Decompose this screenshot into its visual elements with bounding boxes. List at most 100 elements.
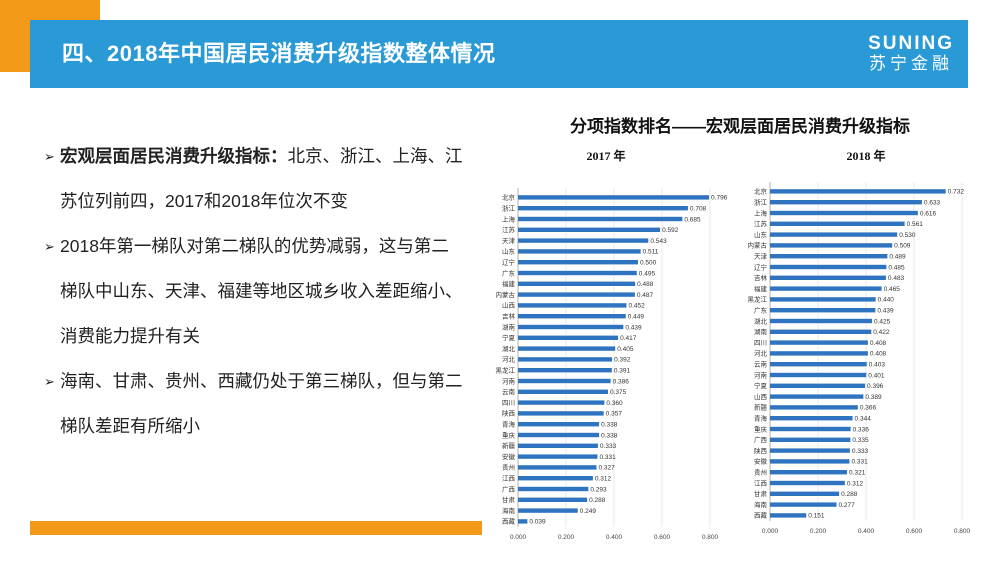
bar <box>518 486 589 492</box>
bar <box>518 454 598 459</box>
data-label: 0.487 <box>637 292 654 299</box>
bar <box>770 372 867 378</box>
category-label: 青海 <box>754 414 768 423</box>
category-label: 宁夏 <box>754 381 768 390</box>
bar <box>518 378 611 384</box>
category-label: 新疆 <box>754 403 768 412</box>
data-label: 0.249 <box>580 508 597 515</box>
bar <box>518 357 613 362</box>
bar <box>770 491 840 496</box>
bar <box>770 405 858 410</box>
data-label: 0.685 <box>684 216 701 223</box>
category-label: 江西 <box>754 479 768 487</box>
data-label: 0.396 <box>867 383 884 390</box>
data-label: 0.331 <box>851 459 868 466</box>
bar <box>518 465 597 470</box>
category-label: 上海 <box>754 208 768 217</box>
bar <box>770 286 882 291</box>
category-label: 四川 <box>754 339 767 347</box>
tick-label: 0.800 <box>702 534 719 541</box>
tick-label: 0.600 <box>906 528 923 535</box>
data-label: 0.511 <box>643 249 659 256</box>
bar <box>518 389 608 394</box>
category-label: 浙江 <box>754 198 768 207</box>
data-label: 0.422 <box>873 329 890 336</box>
chart-area: 2017 年 0.000 0.200 0.400 0.600 0.800 北京 0.796 浙江… <box>486 142 996 552</box>
category-label: 天津 <box>754 253 768 261</box>
bar <box>518 292 635 297</box>
bar <box>770 448 850 453</box>
bar <box>518 303 627 308</box>
category-label: 山西 <box>754 392 768 401</box>
bar <box>770 470 848 475</box>
data-label: 0.796 <box>711 195 728 202</box>
bar <box>770 243 893 248</box>
data-label: 0.321 <box>849 470 866 477</box>
data-label: 0.403 <box>869 362 886 369</box>
category-label: 吉林 <box>754 273 768 282</box>
data-label: 0.452 <box>628 303 645 310</box>
bar <box>770 426 851 432</box>
bar <box>770 351 868 356</box>
tick-label: 0.600 <box>654 534 671 541</box>
category-label: 甘肃 <box>502 495 516 504</box>
bar <box>518 324 624 330</box>
bar <box>518 249 641 254</box>
tick-label: 0.800 <box>954 528 971 535</box>
category-label: 广西 <box>754 435 768 444</box>
data-label: 0.425 <box>874 318 891 325</box>
bar <box>770 308 876 313</box>
chart-title: 分项指数排名——宏观层面居民消费升级指标 <box>570 117 910 136</box>
data-label: 0.561 <box>907 221 924 228</box>
category-label: 广东 <box>754 306 768 315</box>
bar <box>518 227 661 232</box>
category-label: 天津 <box>502 237 516 245</box>
bar <box>770 416 853 421</box>
bar <box>518 368 612 373</box>
data-label: 0.344 <box>855 416 872 423</box>
arrow-bullet-icon: ➢ <box>44 374 55 389</box>
bar <box>770 340 868 345</box>
bar <box>770 254 888 259</box>
data-label: 0.500 <box>640 260 657 267</box>
bar <box>518 497 588 502</box>
bar <box>770 502 837 507</box>
chart-title-0: 2017 年 <box>586 148 625 163</box>
data-label: 0.288 <box>841 491 858 498</box>
category-label: 广西 <box>502 484 516 493</box>
data-label: 0.732 <box>948 189 965 196</box>
category-label: 吉林 <box>502 312 516 321</box>
bar <box>770 318 872 324</box>
category-label: 北京 <box>502 193 516 202</box>
bar <box>518 216 683 222</box>
data-label: 0.331 <box>599 454 616 461</box>
data-label: 0.439 <box>625 324 642 331</box>
data-label: 0.151 <box>808 513 825 520</box>
category-label: 海南 <box>754 500 768 509</box>
tick-label: 0.400 <box>858 528 875 535</box>
data-label: 0.338 <box>601 432 618 439</box>
bar <box>770 297 876 302</box>
data-label: 0.408 <box>870 340 887 347</box>
bar <box>518 411 604 416</box>
bar <box>770 200 922 205</box>
bar <box>770 221 905 226</box>
data-label: 0.543 <box>650 238 667 245</box>
category-label: 宁夏 <box>502 333 516 342</box>
tick-label: 0.400 <box>606 534 623 541</box>
bar <box>518 281 636 286</box>
category-label: 湖南 <box>754 327 768 336</box>
category-label: 江西 <box>502 475 516 483</box>
tick-label: 0.200 <box>810 528 827 535</box>
category-label: 辽宁 <box>502 258 516 267</box>
category-label: 青海 <box>502 420 516 429</box>
tick-label: 0.000 <box>762 528 779 535</box>
bar <box>518 314 626 319</box>
category-label: 云南 <box>502 387 516 396</box>
data-label: 0.483 <box>888 275 905 282</box>
category-label: 河北 <box>754 350 768 358</box>
category-label: 云南 <box>754 360 768 369</box>
data-label: 0.366 <box>860 405 877 412</box>
bar <box>518 443 598 448</box>
category-label: 陕西 <box>754 446 768 455</box>
